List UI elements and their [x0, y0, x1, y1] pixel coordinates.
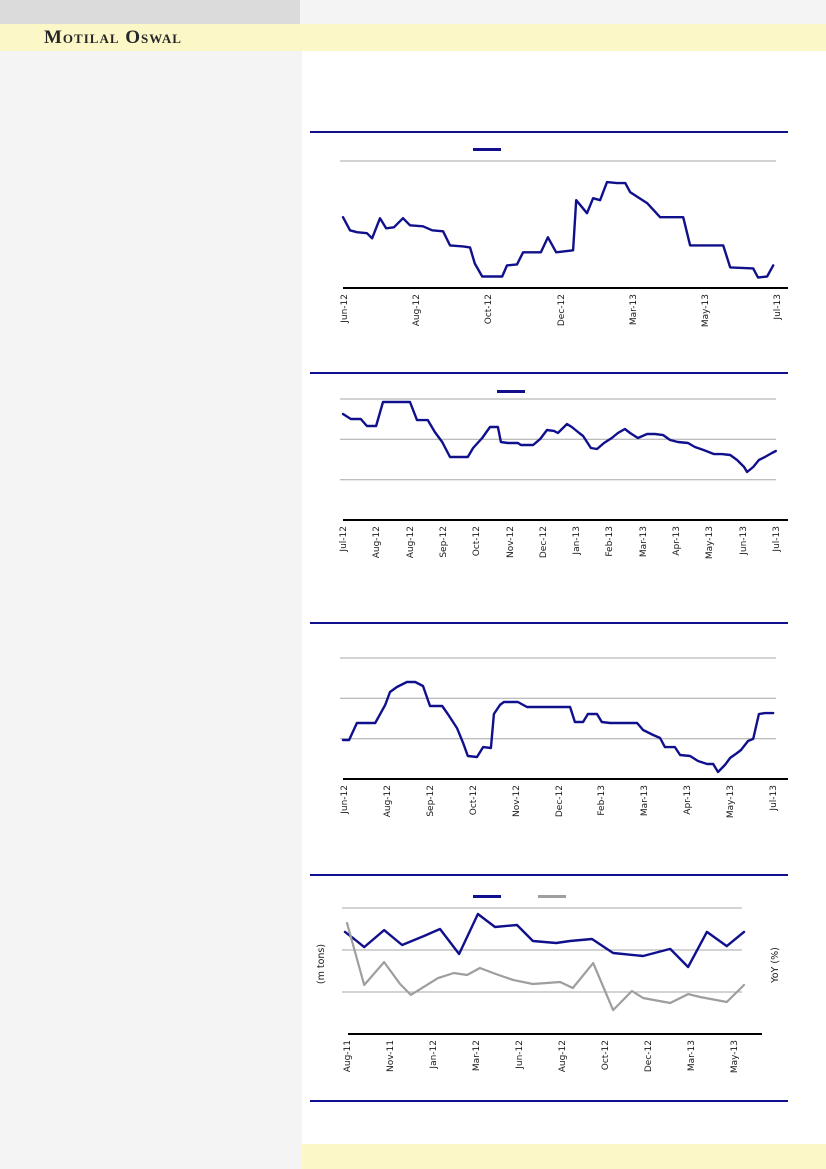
x-axis-label: Jun-12 — [515, 1040, 525, 1069]
x-axis-label: Mar-13 — [628, 293, 639, 325]
x-axis-label: Jun-13 — [738, 526, 749, 555]
legend-item — [473, 147, 505, 151]
chart-top-divider — [310, 622, 788, 624]
x-axis-label: Sep-12 — [438, 526, 449, 558]
navy-legend-swatch — [473, 894, 501, 898]
chart-legend — [473, 147, 505, 151]
x-axis-label: Nov-11 — [386, 1040, 396, 1073]
x-axis-label: Dec-12 — [556, 293, 567, 326]
gray-legend-swatch — [538, 894, 566, 898]
chart-legend — [497, 389, 529, 393]
chart-legend — [473, 894, 570, 898]
y-axis-title-left: (m tons) — [316, 943, 327, 985]
top-gray-box — [0, 0, 300, 24]
x-axis-label: Oct-12 — [468, 785, 479, 816]
x-axis-line — [343, 286, 788, 289]
x-axis-label: Jan-12 — [429, 1040, 439, 1069]
legend-item — [497, 389, 529, 393]
x-axis-label: Feb-13 — [605, 526, 616, 557]
chart-top-divider — [310, 874, 788, 876]
gray-line — [345, 921, 746, 1012]
navy-line — [341, 180, 775, 279]
bottom-yellow-band — [302, 1144, 826, 1169]
navy-legend-swatch — [497, 389, 525, 393]
top-right-strip — [300, 0, 826, 24]
x-axis-label: Mar-12 — [472, 1040, 482, 1072]
x-axis-label: May-13 — [730, 1040, 740, 1074]
x-axis-label: Aug-11 — [343, 1040, 353, 1073]
line-chart-plot — [340, 657, 776, 774]
line-chart-plot — [340, 398, 777, 481]
legend-item — [538, 894, 570, 898]
x-axis-label: Jul-13 — [769, 785, 779, 811]
x-axis-label: Dec-12 — [554, 785, 565, 818]
x-axis-line — [348, 1033, 762, 1035]
left-margin-panel — [0, 51, 302, 1169]
chart-bottom-divider — [310, 1100, 788, 1102]
chart-top-divider — [310, 372, 788, 374]
x-axis-label: Aug-12 — [382, 785, 393, 818]
x-axis-label: Aug-12 — [405, 526, 416, 559]
x-axis-label: Oct-12 — [601, 1040, 611, 1071]
x-axis-label: Apr-13 — [672, 526, 683, 556]
navy-line — [341, 400, 777, 474]
x-axis-label: Sep-12 — [425, 785, 436, 817]
x-axis-label: May-13 — [705, 526, 716, 560]
brand-banner: Motilal Oswal — [0, 24, 826, 51]
x-axis-label: Aug-12 — [412, 293, 423, 326]
x-axis-label: Jun-12 — [340, 785, 350, 814]
navy-line — [343, 912, 746, 969]
x-axis-label: Mar-13 — [638, 526, 649, 558]
x-axis-label: Aug-12 — [558, 1040, 568, 1073]
x-axis-label: Dec-12 — [538, 526, 549, 559]
x-axis-label: May-13 — [700, 293, 711, 327]
x-axis-label: Feb-13 — [597, 785, 608, 816]
x-axis-label: Aug-12 — [372, 526, 383, 559]
navy-legend-swatch — [473, 147, 501, 151]
line-chart-plot — [342, 907, 746, 1012]
x-axis-label: Jul-13 — [773, 293, 784, 320]
chart-top-divider — [310, 131, 788, 133]
x-axis-label: Mar-13 — [640, 785, 651, 817]
line-chart-plot — [340, 160, 776, 279]
x-axis-label: Jul-12 — [339, 526, 349, 552]
navy-line — [341, 680, 775, 774]
x-axis-label: Nov-12 — [505, 526, 516, 559]
x-axis-line — [343, 519, 788, 521]
x-axis-label: Mar-13 — [687, 1040, 697, 1072]
x-axis-label: Oct-12 — [484, 293, 495, 324]
x-axis-label: Jul-13 — [772, 526, 783, 552]
x-axis-label: Nov-12 — [511, 785, 522, 818]
x-axis-label: Jan-13 — [572, 526, 583, 555]
brand-logo-text: Motilal Oswal — [44, 27, 182, 48]
y-axis-title-right: YoY (%) — [770, 947, 781, 983]
legend-item — [473, 894, 505, 898]
x-axis-line — [343, 778, 788, 780]
x-axis-label: Oct-12 — [472, 526, 483, 557]
x-axis-label: Dec-12 — [644, 1040, 654, 1073]
x-axis-label: Jun-12 — [340, 293, 350, 323]
x-axis-label: Apr-13 — [683, 785, 694, 815]
x-axis-label: May-13 — [726, 785, 737, 819]
